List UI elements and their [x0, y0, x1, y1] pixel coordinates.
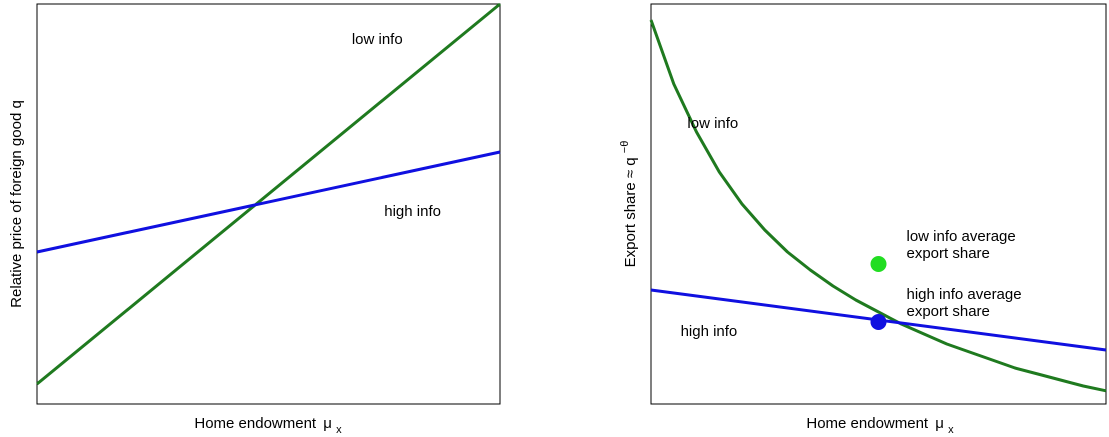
annotation-high-info-right: high info [681, 323, 738, 340]
marker-label-line-1-2: export share [907, 245, 990, 262]
x-axis-label-sub-left: x [336, 424, 342, 436]
annotation-low-info-left: low info [352, 31, 403, 48]
marker-label-2: high info average export share [907, 286, 1022, 320]
y-axis-label-sup-right: −θ [619, 141, 631, 154]
x-axis-label-left: Home endowment μ x [194, 415, 342, 436]
annotations-right: low info high info [681, 115, 739, 340]
marker-point-2 [870, 314, 887, 330]
marker-label-line-1-1: low info average [907, 228, 1016, 245]
y-axis-label-text-left: Relative price of foreign good q [8, 100, 25, 308]
marker-label-1: low info average export share [907, 228, 1016, 262]
series-group-left [36, 2, 501, 386]
series-line-low-info-right [649, 19, 1107, 393]
y-axis-label-text-right: Export share ≈ q [622, 157, 639, 267]
marker-label-line-2-2: export share [907, 303, 990, 320]
y-axis-label-right: Export share ≈ q −θ [619, 141, 639, 268]
series-line-low-info-left [36, 2, 501, 386]
annotation-low-info-right: low info [687, 115, 738, 132]
plot-frame-left [36, 3, 501, 405]
x-axis-label-text-right: Home endowment [806, 415, 929, 432]
plot-frame-right [650, 3, 1107, 405]
annotations-left: low info high info [352, 31, 441, 220]
annotation-high-info-left: high info [384, 203, 441, 220]
x-axis-label-sub-right: x [948, 424, 954, 436]
series-line-high-info-left [36, 150, 501, 254]
x-axis-label-text-left: Home endowment [194, 415, 317, 432]
y-axis-label-left: Relative price of foreign good q [8, 100, 25, 308]
x-axis-label-symbol-left: μ [323, 415, 332, 432]
x-axis-label-symbol-right: μ [935, 415, 944, 432]
marker-label-line-2-1: high info average [907, 286, 1022, 303]
marker-point-1 [870, 256, 887, 272]
x-axis-label-right: Home endowment μ x [806, 415, 954, 436]
panel-left: low info high info Home endowment μ x Rel… [8, 2, 501, 436]
